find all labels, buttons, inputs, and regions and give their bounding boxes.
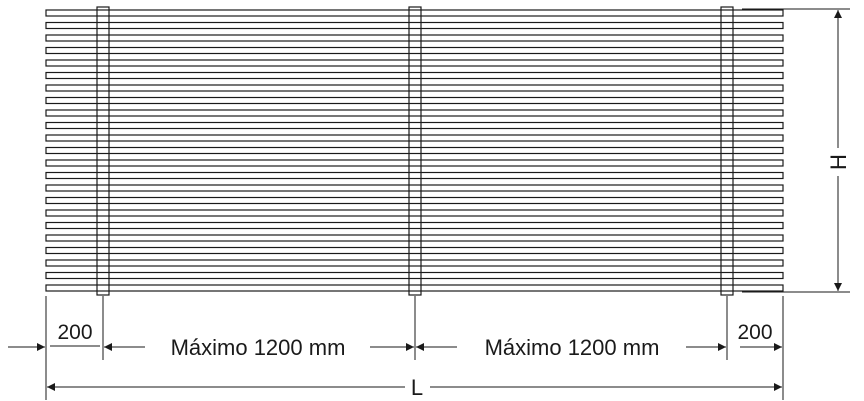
vertical-support-bars — [96, 6, 734, 296]
slat — [45, 146, 784, 155]
slat — [45, 21, 784, 30]
slat — [45, 209, 784, 217]
slat — [45, 84, 784, 92]
slat — [45, 59, 784, 67]
slat — [45, 159, 784, 167]
left-margin-label: 200 — [57, 321, 92, 344]
slat — [45, 184, 784, 192]
right-margin-label: 200 — [737, 321, 772, 344]
support-bar — [720, 6, 734, 296]
horizontal-slats — [45, 9, 784, 292]
total-length-label: L — [411, 375, 423, 400]
slat — [45, 9, 784, 17]
support-bar — [408, 6, 422, 296]
slat — [45, 96, 784, 105]
slat — [45, 109, 784, 117]
slat — [45, 284, 784, 292]
slat — [45, 221, 784, 230]
slat — [45, 71, 784, 80]
slat — [45, 271, 784, 280]
height-label: H — [826, 154, 851, 170]
slat — [45, 46, 784, 55]
height-dimension — [742, 8, 850, 293]
slat — [45, 34, 784, 42]
support-bar — [96, 6, 110, 296]
slat — [45, 134, 784, 142]
slat — [45, 121, 784, 130]
slat — [45, 259, 784, 267]
slat — [45, 171, 784, 180]
width-dimension-chain — [8, 296, 784, 400]
slat — [45, 234, 784, 242]
slat — [45, 246, 784, 255]
slat — [45, 196, 784, 205]
span-1-label: Máximo 1200 mm — [171, 335, 346, 360]
span-2-label: Máximo 1200 mm — [485, 335, 660, 360]
